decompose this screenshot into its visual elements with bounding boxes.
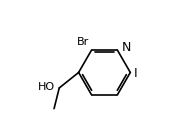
Text: Br: Br <box>77 37 89 48</box>
Text: N: N <box>121 41 131 54</box>
Text: HO: HO <box>38 82 55 92</box>
Text: I: I <box>134 67 138 80</box>
